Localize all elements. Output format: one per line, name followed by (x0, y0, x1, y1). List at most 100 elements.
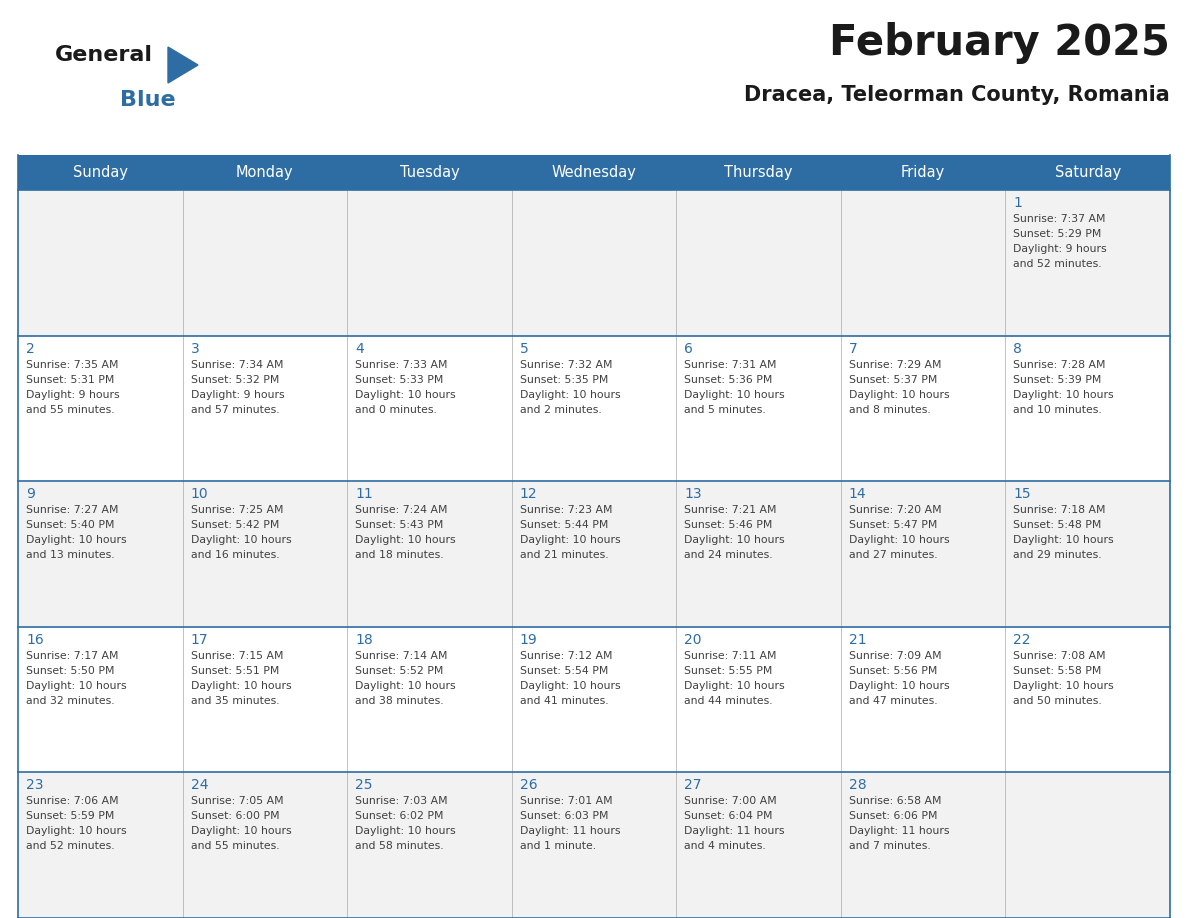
Text: 28: 28 (849, 778, 866, 792)
Text: and 2 minutes.: and 2 minutes. (519, 405, 601, 415)
Text: Sunrise: 7:34 AM: Sunrise: 7:34 AM (190, 360, 283, 370)
Text: Sunset: 5:40 PM: Sunset: 5:40 PM (26, 521, 114, 531)
Text: 8: 8 (1013, 341, 1023, 355)
Text: Sunset: 5:35 PM: Sunset: 5:35 PM (519, 375, 608, 385)
Text: Sunset: 6:03 PM: Sunset: 6:03 PM (519, 812, 608, 822)
Text: Daylight: 10 hours: Daylight: 10 hours (519, 389, 620, 399)
Text: Daylight: 10 hours: Daylight: 10 hours (26, 826, 127, 836)
Text: Daylight: 11 hours: Daylight: 11 hours (519, 826, 620, 836)
Text: and 52 minutes.: and 52 minutes. (26, 842, 114, 851)
Text: 23: 23 (26, 778, 44, 792)
Text: Sunrise: 7:21 AM: Sunrise: 7:21 AM (684, 505, 777, 515)
Text: and 41 minutes.: and 41 minutes. (519, 696, 608, 706)
Text: 21: 21 (849, 633, 866, 647)
Text: and 13 minutes.: and 13 minutes. (26, 550, 114, 560)
Text: and 50 minutes.: and 50 minutes. (1013, 696, 1102, 706)
Text: and 24 minutes.: and 24 minutes. (684, 550, 773, 560)
Text: 2: 2 (26, 341, 34, 355)
Text: Sunrise: 7:33 AM: Sunrise: 7:33 AM (355, 360, 448, 370)
Text: Daylight: 10 hours: Daylight: 10 hours (355, 826, 456, 836)
Text: and 18 minutes.: and 18 minutes. (355, 550, 444, 560)
Text: Sunset: 5:56 PM: Sunset: 5:56 PM (849, 666, 937, 676)
Text: Sunrise: 7:14 AM: Sunrise: 7:14 AM (355, 651, 448, 661)
Text: 4: 4 (355, 341, 364, 355)
Text: Daylight: 10 hours: Daylight: 10 hours (519, 681, 620, 691)
FancyBboxPatch shape (18, 155, 1170, 190)
Text: 16: 16 (26, 633, 44, 647)
Text: Sunset: 5:54 PM: Sunset: 5:54 PM (519, 666, 608, 676)
Text: Daylight: 9 hours: Daylight: 9 hours (1013, 244, 1107, 254)
Text: 1: 1 (1013, 196, 1023, 210)
Text: Sunrise: 7:23 AM: Sunrise: 7:23 AM (519, 505, 612, 515)
Text: Wednesday: Wednesday (551, 165, 637, 180)
Text: Sunrise: 7:35 AM: Sunrise: 7:35 AM (26, 360, 119, 370)
Text: 20: 20 (684, 633, 702, 647)
Text: February 2025: February 2025 (829, 22, 1170, 64)
Text: Daylight: 10 hours: Daylight: 10 hours (849, 535, 949, 545)
Text: Sunday: Sunday (72, 165, 128, 180)
Text: and 47 minutes.: and 47 minutes. (849, 696, 937, 706)
Text: and 44 minutes.: and 44 minutes. (684, 696, 773, 706)
Text: Sunrise: 6:58 AM: Sunrise: 6:58 AM (849, 797, 941, 806)
Text: Daylight: 10 hours: Daylight: 10 hours (849, 389, 949, 399)
Text: Sunrise: 7:03 AM: Sunrise: 7:03 AM (355, 797, 448, 806)
Text: Sunset: 5:52 PM: Sunset: 5:52 PM (355, 666, 443, 676)
Text: Sunset: 5:37 PM: Sunset: 5:37 PM (849, 375, 937, 385)
Text: and 55 minutes.: and 55 minutes. (26, 405, 114, 415)
Text: and 7 minutes.: and 7 minutes. (849, 842, 930, 851)
Text: Sunrise: 7:31 AM: Sunrise: 7:31 AM (684, 360, 777, 370)
Polygon shape (168, 47, 198, 83)
Text: and 32 minutes.: and 32 minutes. (26, 696, 114, 706)
Text: Sunset: 5:32 PM: Sunset: 5:32 PM (190, 375, 279, 385)
Text: 14: 14 (849, 487, 866, 501)
Text: Sunrise: 7:05 AM: Sunrise: 7:05 AM (190, 797, 283, 806)
Text: Sunset: 6:04 PM: Sunset: 6:04 PM (684, 812, 772, 822)
Text: General: General (55, 45, 153, 65)
Text: Daylight: 11 hours: Daylight: 11 hours (684, 826, 785, 836)
Text: and 21 minutes.: and 21 minutes. (519, 550, 608, 560)
Text: and 55 minutes.: and 55 minutes. (190, 842, 279, 851)
Text: Daylight: 10 hours: Daylight: 10 hours (355, 535, 456, 545)
Text: Sunrise: 7:20 AM: Sunrise: 7:20 AM (849, 505, 941, 515)
Text: Sunset: 5:47 PM: Sunset: 5:47 PM (849, 521, 937, 531)
Text: 9: 9 (26, 487, 34, 501)
Text: Sunrise: 7:06 AM: Sunrise: 7:06 AM (26, 797, 119, 806)
Text: and 10 minutes.: and 10 minutes. (1013, 405, 1102, 415)
Text: Sunset: 5:33 PM: Sunset: 5:33 PM (355, 375, 443, 385)
Text: Sunrise: 7:18 AM: Sunrise: 7:18 AM (1013, 505, 1106, 515)
Text: Sunrise: 7:27 AM: Sunrise: 7:27 AM (26, 505, 119, 515)
Text: Daylight: 10 hours: Daylight: 10 hours (355, 681, 456, 691)
FancyBboxPatch shape (18, 190, 1170, 336)
Text: Daylight: 10 hours: Daylight: 10 hours (684, 681, 785, 691)
Text: Friday: Friday (901, 165, 946, 180)
Text: Sunrise: 7:11 AM: Sunrise: 7:11 AM (684, 651, 777, 661)
Text: and 5 minutes.: and 5 minutes. (684, 405, 766, 415)
Text: Sunrise: 7:12 AM: Sunrise: 7:12 AM (519, 651, 612, 661)
Text: Daylight: 9 hours: Daylight: 9 hours (26, 389, 120, 399)
Text: Daylight: 10 hours: Daylight: 10 hours (684, 535, 785, 545)
Text: 10: 10 (190, 487, 208, 501)
Text: Daylight: 10 hours: Daylight: 10 hours (190, 826, 291, 836)
Text: Sunset: 5:29 PM: Sunset: 5:29 PM (1013, 229, 1101, 239)
Text: Daylight: 11 hours: Daylight: 11 hours (849, 826, 949, 836)
Text: Daylight: 10 hours: Daylight: 10 hours (190, 681, 291, 691)
Text: 5: 5 (519, 341, 529, 355)
Text: and 29 minutes.: and 29 minutes. (1013, 550, 1102, 560)
Text: Daylight: 10 hours: Daylight: 10 hours (355, 389, 456, 399)
Text: and 0 minutes.: and 0 minutes. (355, 405, 437, 415)
Text: 22: 22 (1013, 633, 1031, 647)
Text: Sunset: 5:42 PM: Sunset: 5:42 PM (190, 521, 279, 531)
Text: 27: 27 (684, 778, 702, 792)
Text: 25: 25 (355, 778, 373, 792)
Text: Sunrise: 7:28 AM: Sunrise: 7:28 AM (1013, 360, 1106, 370)
Text: 3: 3 (190, 341, 200, 355)
Text: Tuesday: Tuesday (399, 165, 460, 180)
Text: Sunrise: 7:09 AM: Sunrise: 7:09 AM (849, 651, 941, 661)
Text: Sunrise: 7:25 AM: Sunrise: 7:25 AM (190, 505, 283, 515)
FancyBboxPatch shape (18, 627, 1170, 772)
Text: Daylight: 9 hours: Daylight: 9 hours (190, 389, 284, 399)
Text: Daylight: 10 hours: Daylight: 10 hours (1013, 535, 1114, 545)
Text: and 8 minutes.: and 8 minutes. (849, 405, 930, 415)
Text: Daylight: 10 hours: Daylight: 10 hours (26, 681, 127, 691)
Text: 12: 12 (519, 487, 537, 501)
